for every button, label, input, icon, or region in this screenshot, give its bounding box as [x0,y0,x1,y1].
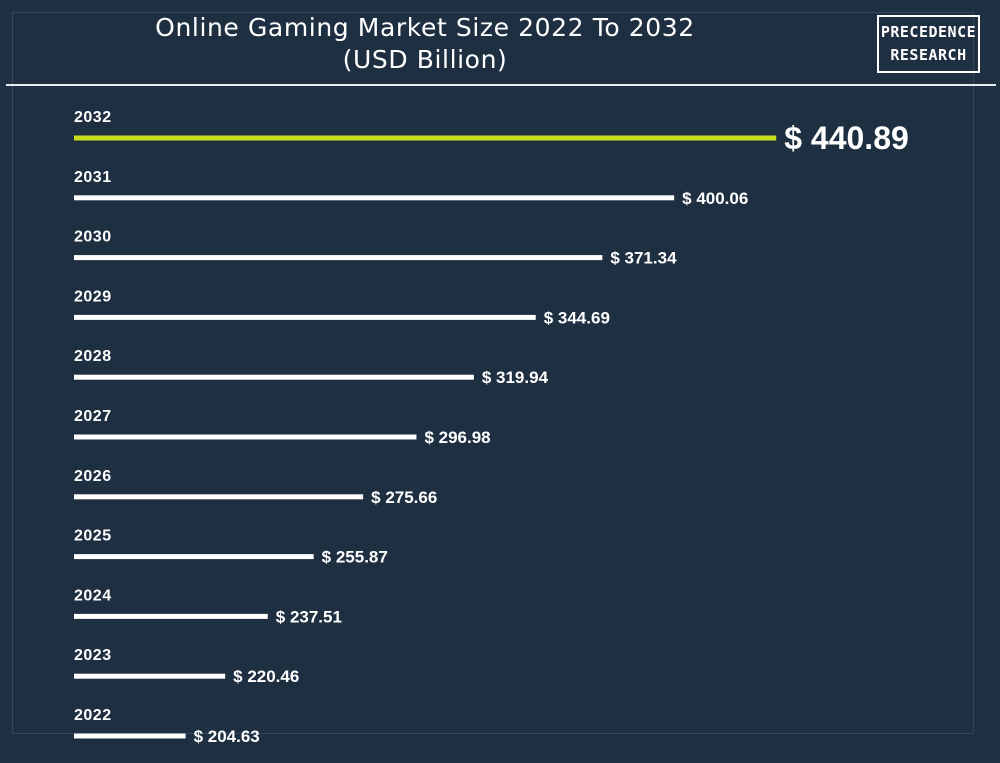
value-label-2029: $ 344.69 [544,308,610,327]
value-label-2030: $ 371.34 [610,249,677,268]
bar-2028 [74,374,474,380]
chart-title-line2: (USD Billion) [342,45,508,74]
value-label-2027: $ 296.98 [424,428,490,447]
brand-logo-line2: RESEARCH [890,46,967,64]
year-label-2032: 2032 [74,109,112,126]
year-label-2023: 2023 [74,647,112,664]
chart-frame [12,12,974,734]
bar-2025 [74,554,314,560]
value-label-2024: $ 237.51 [276,607,342,626]
bar-2031 [74,195,675,201]
chart-title: Online Gaming Market Size 2022 To 2032 (… [60,12,790,76]
bar-2027 [74,434,417,440]
value-label-2028: $ 319.94 [482,368,549,387]
brand-logo: PRECEDENCE RESEARCH [877,15,980,73]
year-label-2027: 2027 [74,408,112,425]
value-label-2023: $ 220.46 [233,667,299,686]
value-label-2026: $ 275.66 [371,488,437,507]
year-label-2025: 2025 [74,528,112,545]
year-label-2022: 2022 [74,707,112,724]
header-divider [6,84,996,86]
bar-2023 [74,673,226,679]
value-label-2025: $ 255.87 [322,548,388,567]
year-label-2031: 2031 [74,169,112,186]
bar-2022 [74,733,186,739]
bar-2024 [74,613,268,619]
bar-2029 [74,314,536,320]
year-label-2028: 2028 [74,348,112,365]
year-label-2030: 2030 [74,229,112,246]
brand-logo-line1: PRECEDENCE [880,23,977,41]
value-label-2031: $ 400.06 [682,189,748,208]
year-label-2024: 2024 [74,587,112,604]
year-label-2026: 2026 [74,468,112,485]
value-label-2032: $ 440.89 [784,120,909,156]
bar-2026 [74,494,364,500]
bar-2030 [74,255,603,261]
year-label-2029: 2029 [74,288,112,305]
chart-title-line1: Online Gaming Market Size 2022 To 2032 [155,13,695,42]
value-label-2022: $ 204.63 [194,727,260,746]
bar-2032 [74,135,777,141]
